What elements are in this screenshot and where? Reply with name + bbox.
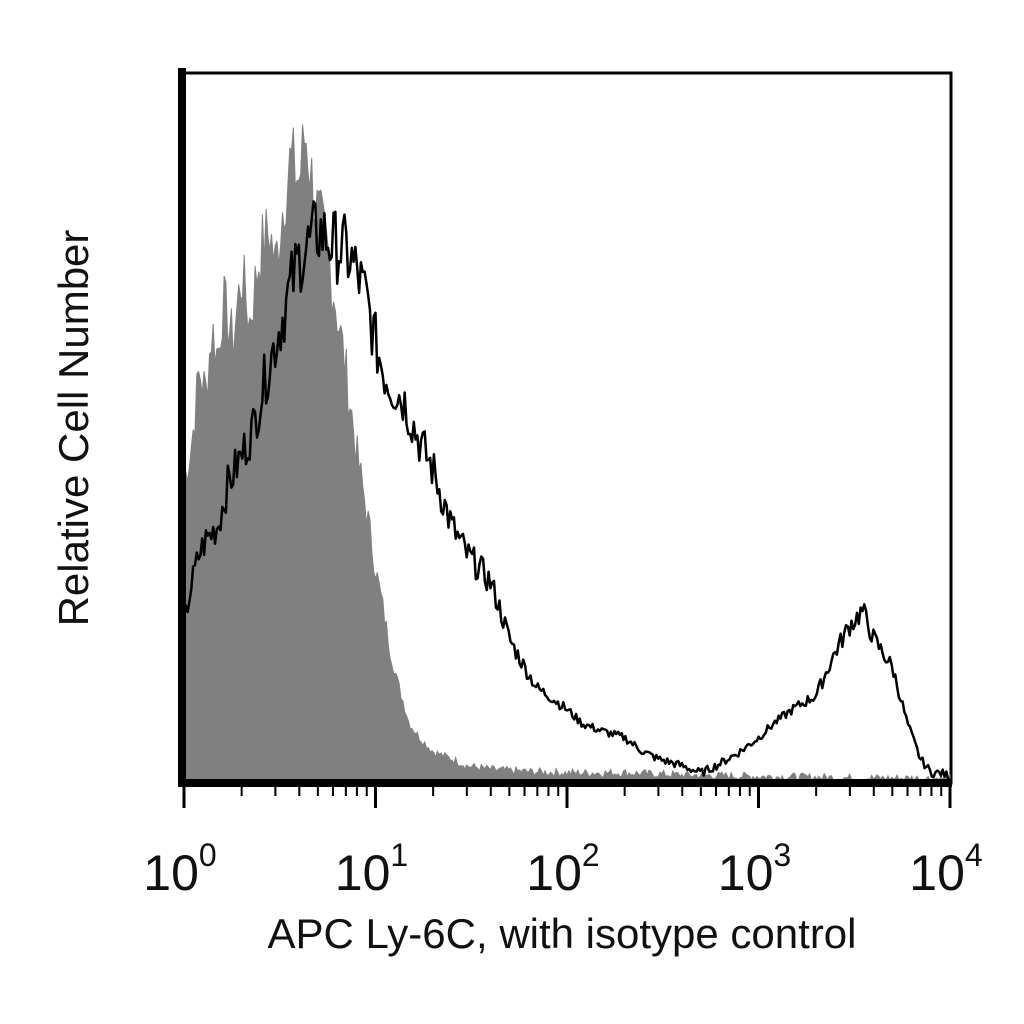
x-tick-label: 102 — [526, 837, 599, 901]
x-tick-label: 104 — [909, 837, 982, 901]
y-axis-title: Relative Cell Number — [50, 230, 97, 627]
series-layer — [182, 124, 951, 782]
x-tick-label: 101 — [335, 837, 408, 901]
x-axis-title: APC Ly-6C, with isotype control — [267, 910, 856, 957]
x-tick-label: 100 — [143, 837, 216, 901]
x-tick-layer: 100 101 102 103 104 — [143, 786, 983, 901]
x-tick-label: 103 — [718, 837, 791, 901]
ly6c-stained-histogram — [182, 200, 951, 781]
isotype-control-histogram — [183, 124, 951, 782]
